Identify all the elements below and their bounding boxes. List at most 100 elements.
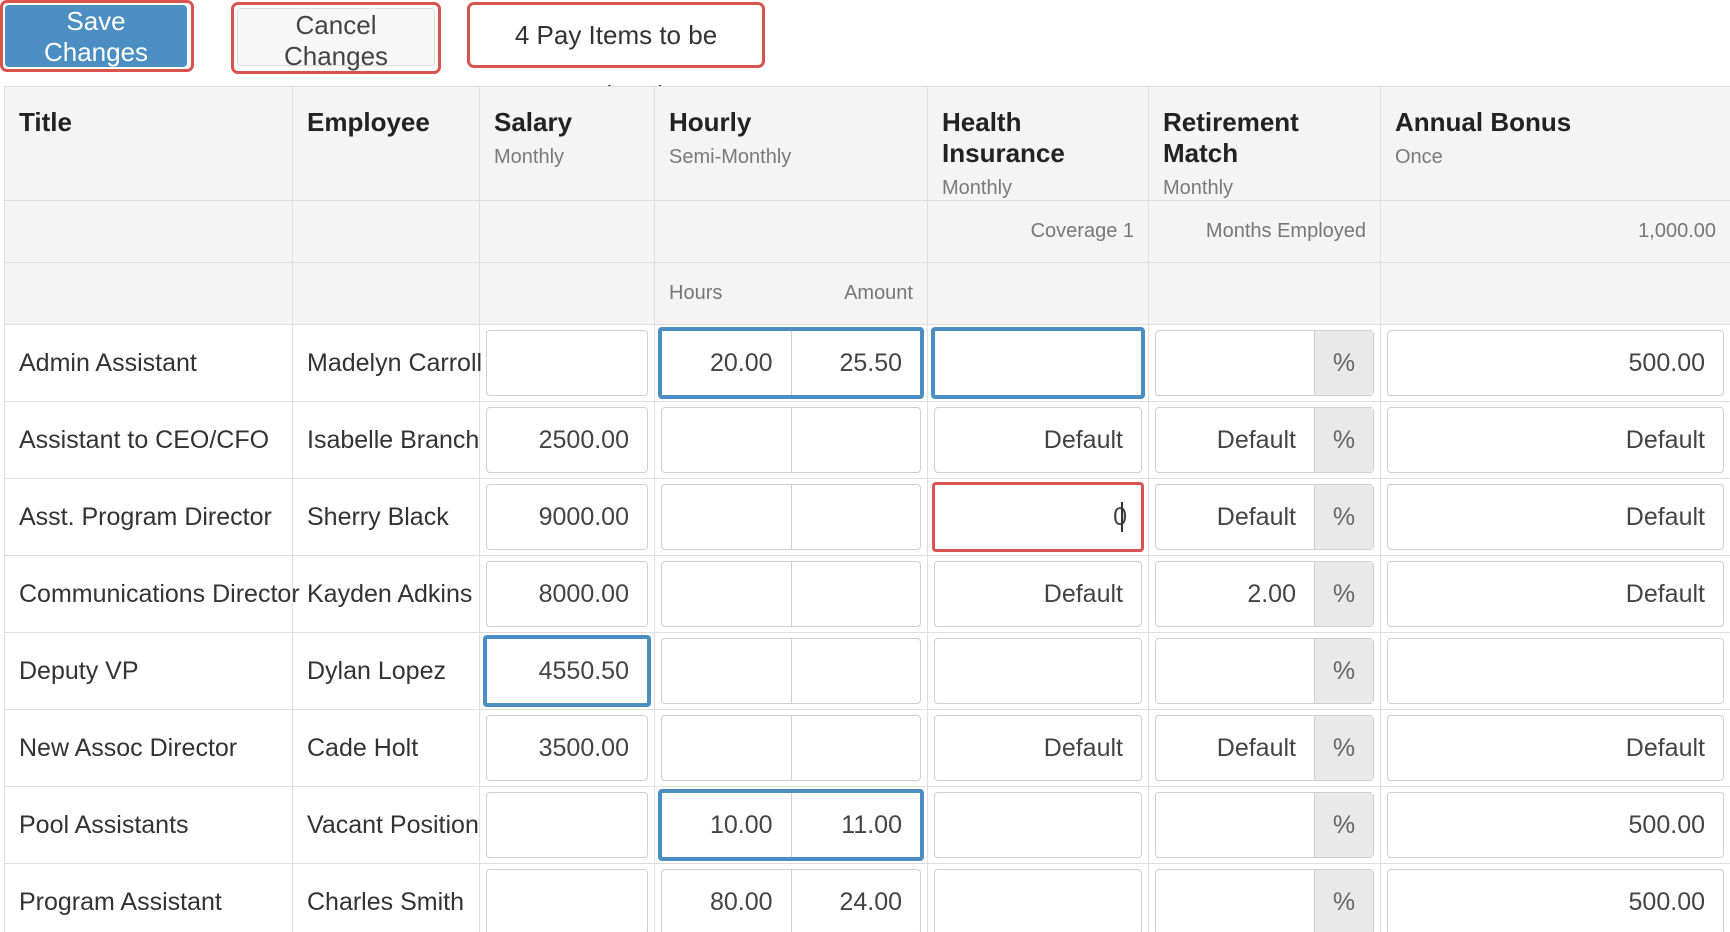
salary-input[interactable]: 3500.00: [486, 715, 648, 781]
amount-input[interactable]: [792, 639, 921, 703]
retirement-input-group: Default%: [1155, 484, 1374, 550]
title-cell: Deputy VP: [4, 632, 293, 710]
hourly-subheader: Hours Amount: [654, 262, 928, 325]
retirement-cell: 2.00%: [1148, 555, 1381, 633]
percent-addon: %: [1314, 716, 1373, 780]
salary-input[interactable]: [486, 869, 648, 932]
health-insurance-input[interactable]: Default: [934, 407, 1142, 473]
basis-row: Coverage 1 Months Employed 1,000.00: [4, 200, 1730, 263]
hours-input[interactable]: [662, 562, 792, 626]
hours-input[interactable]: 80.00: [662, 870, 792, 932]
col-health-frequency: Monthly: [942, 177, 1013, 199]
salary-input[interactable]: [486, 330, 648, 396]
health-cell: [927, 863, 1149, 932]
amount-input[interactable]: 24.00: [839, 887, 902, 916]
health-insurance-input[interactable]: [934, 792, 1142, 858]
table-row: Assistant to CEO/CFO Isabelle Branch 2500.…: [4, 401, 1730, 479]
cancel-changes-button[interactable]: Cancel Changes: [237, 8, 435, 71]
percent-addon: %: [1314, 639, 1373, 703]
retirement-input[interactable]: [1156, 793, 1314, 857]
salary-input[interactable]: 2500.00: [486, 407, 648, 473]
amount-input[interactable]: 25.50: [839, 348, 902, 377]
retirement-cell: Default%: [1148, 709, 1381, 787]
retirement-input[interactable]: Default: [1216, 425, 1296, 454]
title-cell: New Assoc Director: [4, 709, 293, 787]
hours-input[interactable]: [662, 716, 792, 780]
bonus-cell: Default: [1380, 555, 1730, 633]
health-insurance-input[interactable]: [934, 638, 1142, 704]
health-insurance-input[interactable]: [931, 327, 1145, 399]
row-title: Admin Assistant: [19, 348, 197, 377]
annual-bonus-input[interactable]: 500.00: [1387, 869, 1724, 932]
row-employee: Kayden Adkins: [307, 579, 473, 608]
salary-cell: 2500.00: [479, 401, 655, 479]
retirement-input[interactable]: [1156, 639, 1314, 703]
annual-bonus-input[interactable]: Default: [1387, 561, 1724, 627]
annual-bonus-input[interactable]: Default: [1387, 715, 1724, 781]
hourly-cell: [654, 709, 928, 787]
save-highlight: [0, 0, 194, 72]
pending-updates-count: 4 Pay Items to be updated: [514, 20, 718, 110]
col-bonus: Annual Bonus Once: [1380, 86, 1730, 201]
hourly-input-group: [661, 484, 921, 550]
retirement-input[interactable]: [1156, 331, 1314, 395]
retirement-input[interactable]: [1156, 870, 1314, 932]
salary-input[interactable]: 4550.50: [483, 635, 651, 707]
health-value: 0: [1113, 503, 1127, 532]
salary-cell: 9000.00: [479, 478, 655, 556]
salary-cell: 4550.50: [479, 632, 655, 710]
annual-bonus-input[interactable]: 500.00: [1387, 330, 1724, 396]
retirement-input[interactable]: 2.00: [1247, 579, 1296, 608]
amount-input[interactable]: [792, 485, 921, 549]
hourly-cell: 10.00 11.00: [654, 786, 928, 864]
salary-input[interactable]: 9000.00: [486, 484, 648, 550]
health-insurance-input[interactable]: Default: [934, 561, 1142, 627]
col-hourly-frequency: Semi-Monthly: [669, 146, 792, 168]
hourly-input-group: 80.00 24.00: [661, 869, 921, 932]
amount-input[interactable]: [792, 408, 921, 472]
health-basis: Coverage 1: [927, 200, 1149, 263]
health-insurance-input[interactable]: 0: [932, 482, 1144, 552]
annual-bonus-input[interactable]: Default: [1387, 407, 1724, 473]
annual-bonus-input[interactable]: [1387, 638, 1724, 704]
health-cell: [927, 632, 1149, 710]
table-row: Asst. Program Director Sherry Black 9000.0…: [4, 478, 1730, 556]
health-insurance-input[interactable]: Default: [934, 715, 1142, 781]
amount-input[interactable]: 11.00: [841, 810, 902, 839]
amount-input[interactable]: [792, 716, 921, 780]
hours-input[interactable]: [662, 485, 792, 549]
salary-input[interactable]: 8000.00: [486, 561, 648, 627]
hours-input[interactable]: [662, 408, 792, 472]
sub-empty: [927, 262, 1149, 325]
sub-empty: [1148, 262, 1381, 325]
salary-input[interactable]: [486, 792, 648, 858]
table-row: Pool Assistants Vacant Position 10.00 11.00…: [4, 786, 1730, 864]
employee-cell: Dylan Lopez: [292, 632, 480, 710]
hours-input[interactable]: 20.00: [662, 331, 792, 395]
table-row: New Assoc Director Cade Holt 3500.00 Defaul…: [4, 709, 1730, 787]
amount-input[interactable]: [792, 562, 921, 626]
hourly-subheader-labels: Hours Amount: [655, 282, 927, 305]
retirement-cell: %: [1148, 324, 1381, 402]
col-retirement-frequency: Monthly: [1163, 177, 1234, 199]
retirement-input[interactable]: Default: [1216, 733, 1296, 762]
row-employee: Vacant Position: [307, 810, 479, 839]
retirement-input-group: Default%: [1155, 715, 1374, 781]
row-employee: Madelyn Carroll: [307, 348, 483, 377]
employee-cell: Sherry Black: [292, 478, 480, 556]
hours-input[interactable]: 10.00: [662, 793, 792, 857]
row-employee: Dylan Lopez: [307, 656, 446, 685]
employee-cell: Charles Smith: [292, 863, 480, 932]
save-changes-button[interactable]: Save Changes: [5, 5, 187, 67]
annual-bonus-input[interactable]: Default: [1387, 484, 1724, 550]
hourly-input-group: 10.00 11.00: [658, 789, 924, 861]
health-insurance-input[interactable]: [934, 869, 1142, 932]
bonus-cell: 500.00: [1380, 786, 1730, 864]
annual-bonus-input[interactable]: 500.00: [1387, 792, 1724, 858]
salary-cell: [479, 863, 655, 932]
health-cell: Default: [927, 555, 1149, 633]
table-row: Communications Director Kayden Adkins 8000…: [4, 555, 1730, 633]
col-title-label: Title: [19, 107, 72, 137]
hours-input[interactable]: [662, 639, 792, 703]
retirement-input[interactable]: Default: [1216, 502, 1296, 531]
